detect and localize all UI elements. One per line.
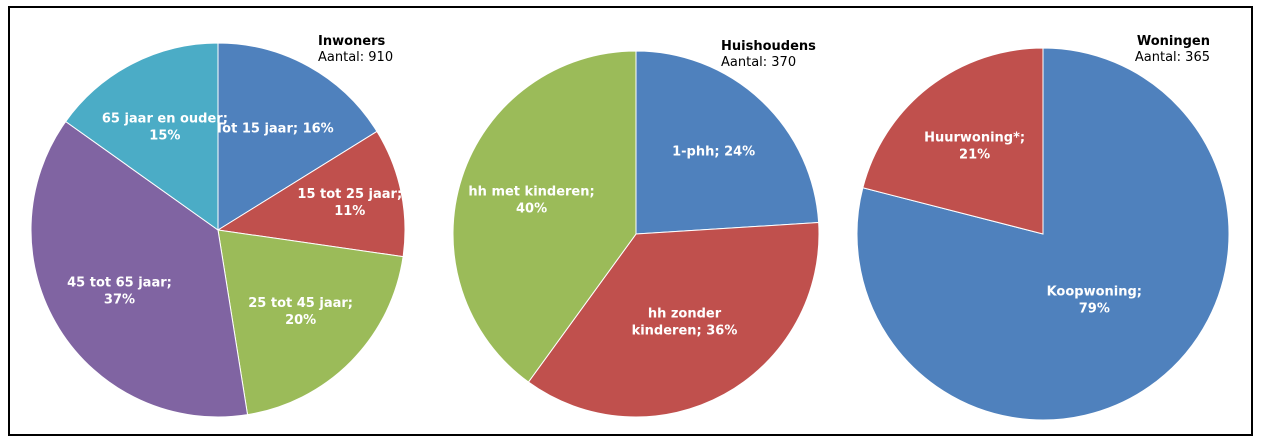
pie-slice-hh-zonder-kinderen — [527, 221, 820, 418]
chart-title-inwoners: Inwoners — [318, 34, 386, 49]
slice-label: Tot 15 jaar; 16% — [215, 122, 334, 137]
slice-label: 65 jaar en ouder; 15% — [102, 111, 228, 143]
chart-title-huishoudens: Huishoudens — [721, 39, 816, 54]
chart-title-woningen: Woningen — [1137, 34, 1210, 49]
pie-slice-65-jaar-en-ouder — [64, 42, 219, 231]
charts-frame: Inwoners Aantal: 910 Tot 15 jaar; 16% 15 … — [8, 6, 1253, 436]
pie-slice-1-phh — [635, 50, 820, 235]
chart-subtitle-inwoners: Aantal: 910 — [318, 50, 393, 65]
chart-subtitle-huishoudens: Aantal: 370 — [721, 55, 796, 70]
slice-label: 25 tot 45 jaar; 20% — [248, 296, 353, 328]
chart-inwoners: Inwoners Aantal: 910 Tot 15 jaar; 16% 15 … — [30, 34, 406, 418]
slice-label: 1-phh; 24% — [672, 144, 755, 159]
chart-subtitle-woningen: Aantal: 365 — [1135, 50, 1210, 65]
slice-label: hh zonder kinderen; 36% — [632, 307, 738, 339]
chart-woningen: Woningen Aantal: 365 Koopwoning; 79% Huurw… — [856, 34, 1230, 421]
slice-label: 15 tot 25 jaar; 11% — [297, 187, 402, 219]
slice-label: Huurwoning*; 21% — [924, 130, 1025, 162]
slice-label: hh met kinderen; 40% — [468, 185, 594, 217]
slice-label: Koopwoning; 79% — [1047, 285, 1142, 317]
pie-slice-huurwoning — [862, 47, 1044, 235]
pie-slice-25-tot-45-jaar — [217, 229, 404, 416]
pie-slice-15-tot-25-jaar — [216, 130, 406, 258]
chart-huishoudens: Huishoudens Aantal: 370 1-phh; 24% hh zon… — [452, 39, 820, 418]
pie-charts: Inwoners Aantal: 910 Tot 15 jaar; 16% 15 … — [30, 34, 1230, 421]
pie-slice-tot-15-jaar — [217, 42, 378, 231]
slice-label: 45 tot 65 jaar; 37% — [67, 276, 172, 308]
pie-slice-hh-met-kinderen — [452, 50, 637, 383]
pie-slice-45-tot-65-jaar — [30, 120, 249, 418]
